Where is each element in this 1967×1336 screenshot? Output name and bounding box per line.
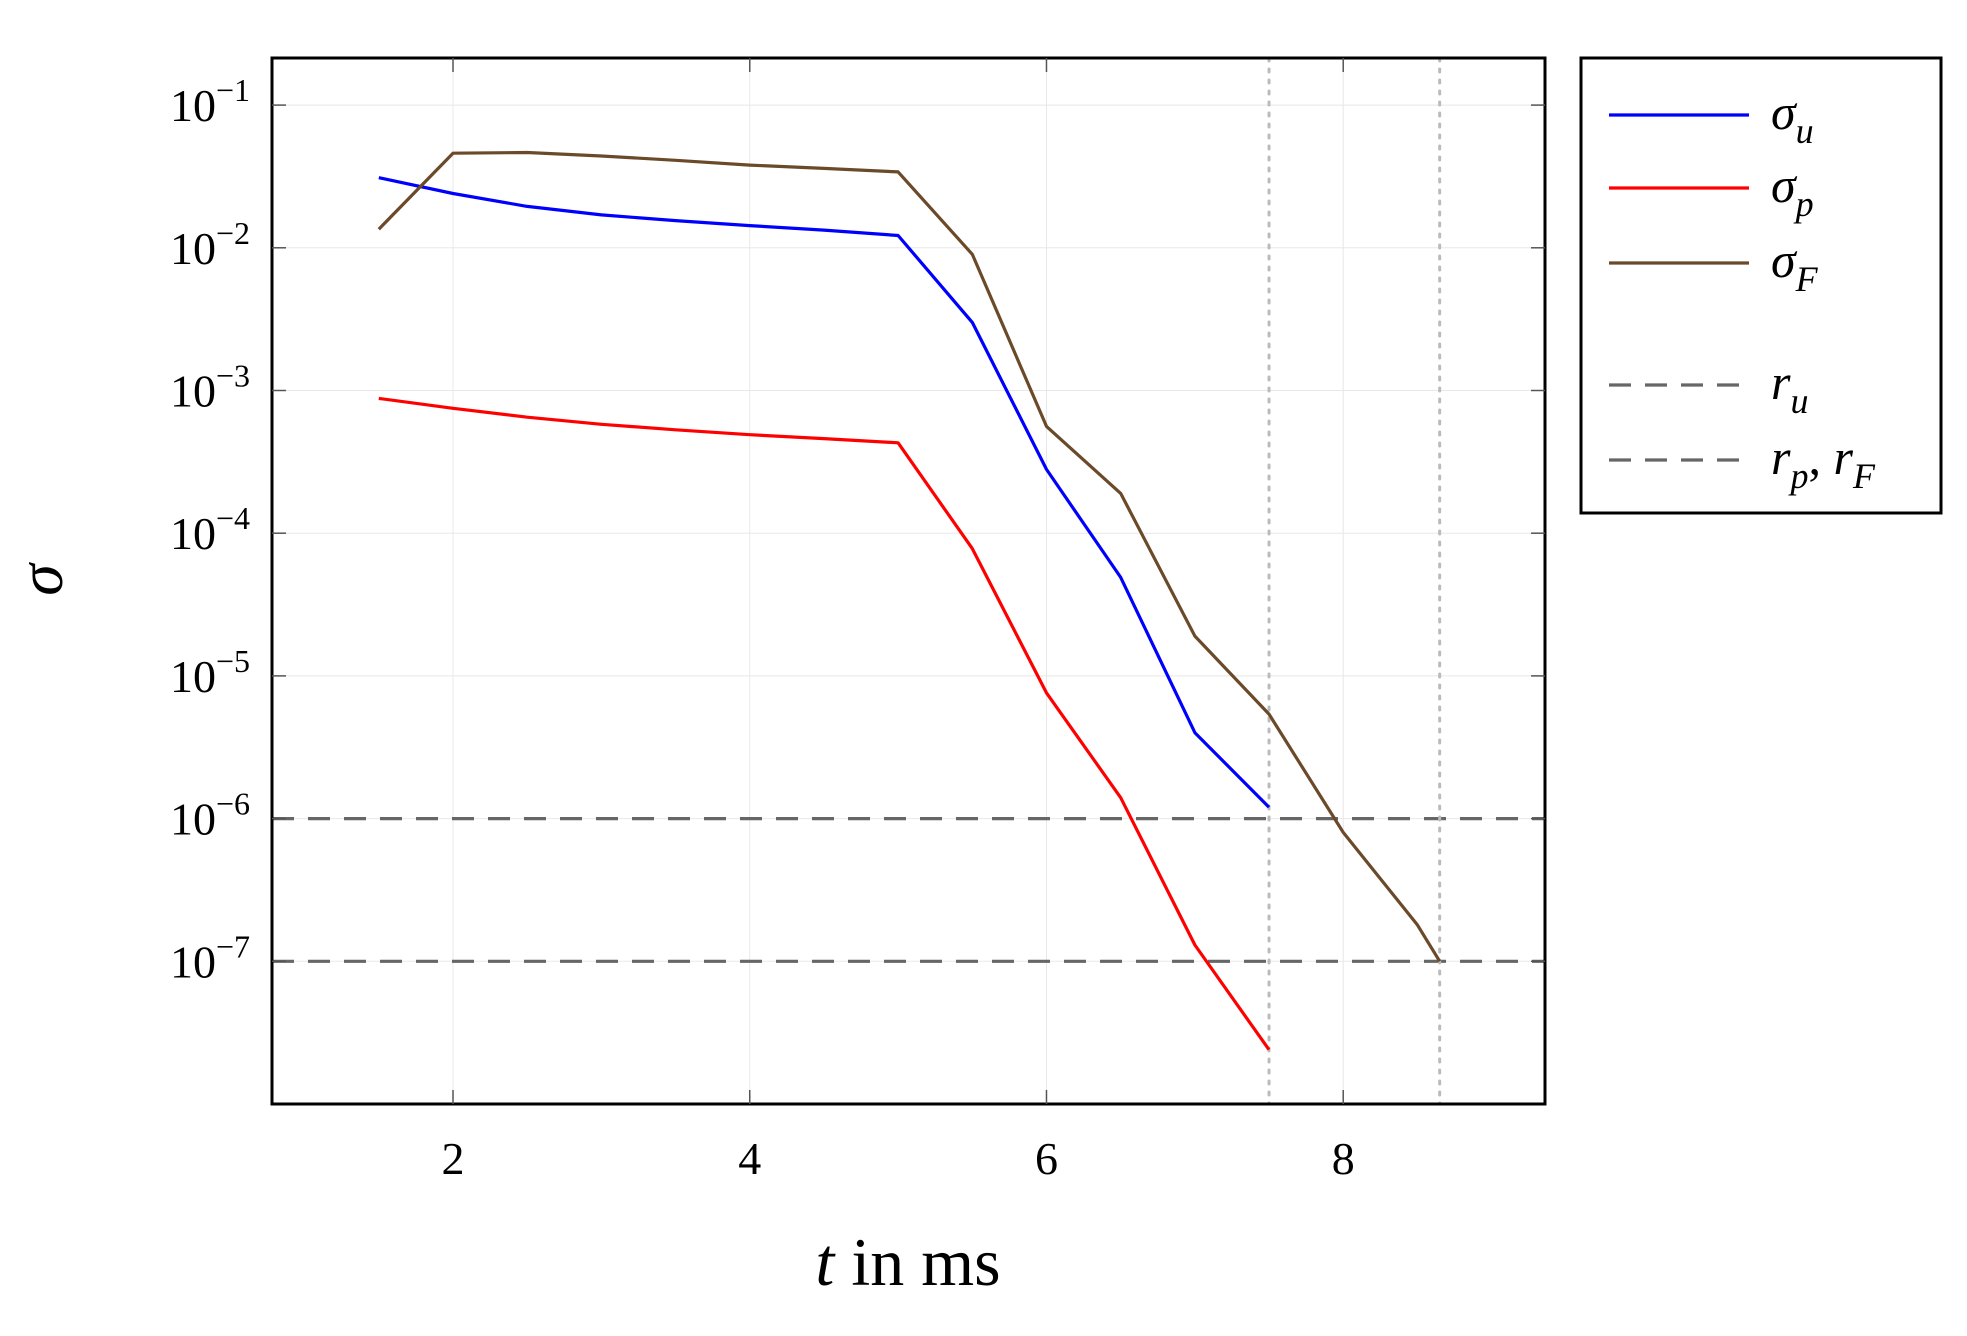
series-line-σ-F xyxy=(377,150,1442,963)
legend-label: σF xyxy=(1771,232,1819,299)
reference-lines-layer xyxy=(272,816,1545,963)
axes-layer: 2 4 6 8 10−1 10−2 10−3 10−4 10−5 10−6 10−7 xyxy=(170,56,1547,1184)
series-layer xyxy=(377,150,1442,1051)
x-tick-label: 2 xyxy=(442,1133,465,1184)
series-line-σ-u xyxy=(378,176,1271,809)
legend-box xyxy=(1579,56,1943,515)
legend-label: ru xyxy=(1771,354,1808,421)
legend-label: σu xyxy=(1771,84,1814,151)
plot-frame xyxy=(270,56,1547,1106)
x-axis-title-unit: in ms xyxy=(834,1224,1000,1300)
grid-layer xyxy=(272,58,1545,1104)
y-tick-label: 10−5 xyxy=(170,643,250,702)
x-tick-label: 8 xyxy=(1332,1133,1355,1184)
y-tick-label: 10−2 xyxy=(170,215,250,274)
y-axis-title: σ xyxy=(5,562,76,596)
legend-label: rp, rF xyxy=(1771,429,1876,496)
x-axis-title: t in ms xyxy=(815,1224,1000,1300)
x-axis-title-variable: t xyxy=(815,1224,836,1300)
legend-label: σp xyxy=(1771,157,1814,224)
y-tick-label: 10−1 xyxy=(170,72,250,131)
series-line-σ-p xyxy=(378,396,1271,1051)
vertical-lines-layer xyxy=(1267,56,1442,1106)
y-tick-label: 10−6 xyxy=(170,786,250,845)
x-tick-label: 6 xyxy=(1035,1133,1058,1184)
y-tick-label: 10−7 xyxy=(170,928,250,987)
y-tick-label: 10−3 xyxy=(170,357,250,416)
y-tick-label: 10−4 xyxy=(170,500,250,559)
x-tick-label: 4 xyxy=(738,1133,761,1184)
